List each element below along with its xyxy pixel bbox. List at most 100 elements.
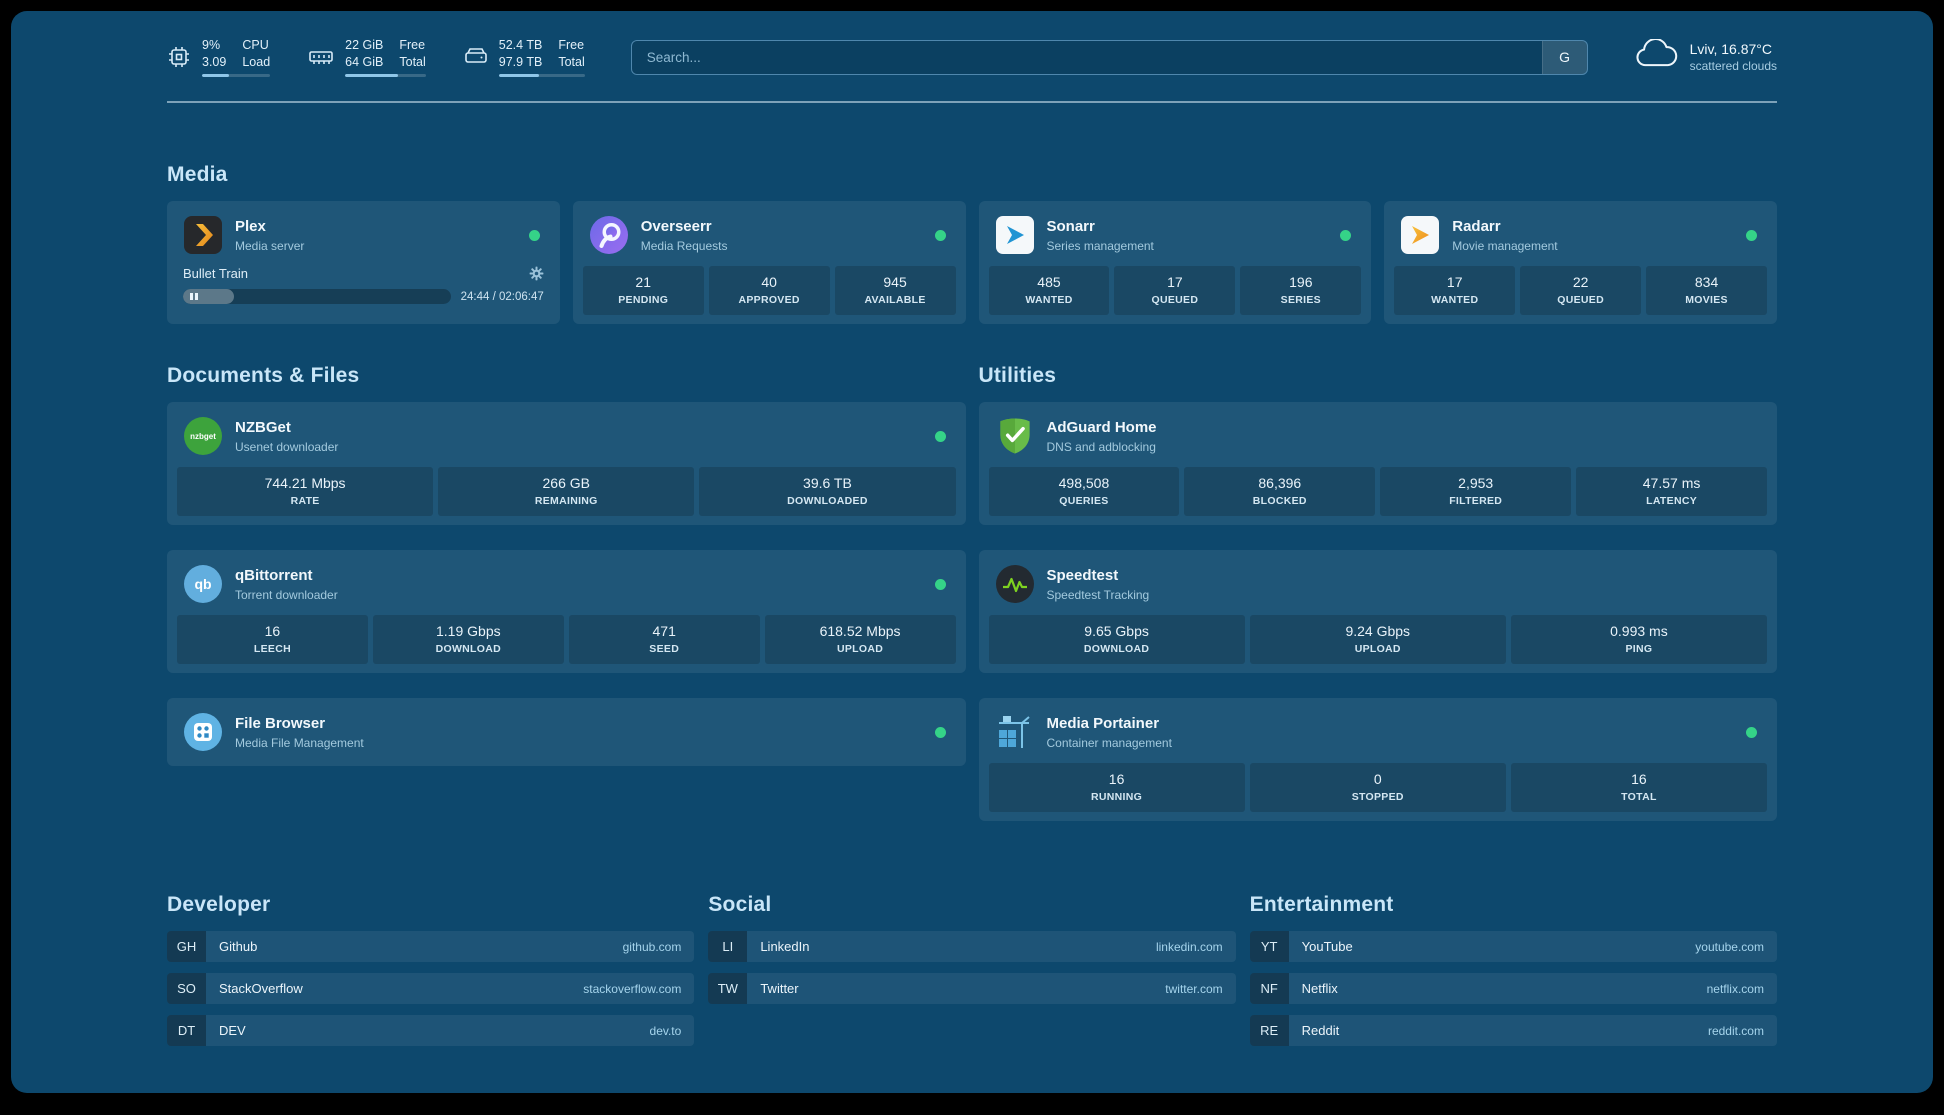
qbittorrent-description: Torrent downloader [235,587,338,602]
stat-label: UPLOAD [1354,643,1401,655]
stat-value: 266 GB [542,475,590,491]
gear-icon[interactable] [529,266,544,281]
cpu-label-2: Load [242,54,271,69]
media-grid: Plex Media server Bullet Train [167,201,1777,324]
stat-label: LATENCY [1646,495,1698,507]
stat-label: WANTED [1025,294,1073,306]
bookmark-youtube[interactable]: YT YouTube youtube.com [1249,931,1777,962]
portainer-header: Media Portainer Container management [989,707,1768,763]
bookmark-reddit[interactable]: RE Reddit reddit.com [1249,1015,1777,1046]
stat-label: MOVIES [1685,294,1728,306]
plex-status-dot [528,229,540,241]
bookmark-abbr: RE [1249,1015,1289,1046]
service-card-sonarr[interactable]: Sonarr Series management 485 WANTED 17 Q… [978,201,1372,324]
stat-value: 39.6 TB [803,475,852,491]
overseerr-meta: Overseerr Media Requests [641,218,728,253]
stat-queued: 22 QUEUED [1520,266,1642,315]
stat-seed: 471 SEED [568,615,760,664]
service-card-nzbget[interactable]: nzbget NZBGet Usenet downloader 744.21 M… [167,402,966,525]
stat-label: RUNNING [1091,791,1143,803]
stat-value: 744.21 Mbps [264,475,346,491]
service-card-overseerr[interactable]: Overseerr Media Requests 21 PENDING 40 A… [572,201,966,324]
playback-progress-bar[interactable] [183,289,451,304]
bookmark-netflix[interactable]: NF Netflix netflix.com [1249,973,1777,1004]
bookmark-group-social: Social LI LinkedIn linkedin.com TW Twitt… [708,893,1236,1057]
social-group-title: Social [708,893,772,916]
cpu-load-value: 3.09 [202,54,227,69]
filebrowser-name: File Browser [235,714,326,732]
filebrowser-icon [183,712,223,752]
media-section-title: Media [167,163,228,186]
nzbget-stats: 744.21 Mbps RATE 266 GB REMAINING 39.6 T… [177,467,956,516]
plex-name: Plex [235,217,266,235]
search-input[interactable] [631,40,1542,74]
now-playing-title: Bullet Train [183,266,249,281]
adguard-header: AdGuard Home DNS and adblocking [989,411,1768,467]
stat-running: 16 RUNNING [988,763,1245,812]
filebrowser-meta: File Browser Media File Management [235,715,364,750]
memory-total-value: 64 GiB [345,54,384,69]
stat-label: STOPPED [1351,791,1404,803]
top-bar: 9% 3.09 CPU Load [167,37,1777,77]
utilities-column: Utilities AdGuard Home DNS and adblockin… [978,364,1777,821]
disk-icon [464,45,488,69]
qbittorrent-icon: qb [183,564,223,604]
overseerr-header: Overseerr Media Requests [583,210,956,266]
adguard-name: AdGuard Home [1046,418,1157,436]
stat-download: 9.65 Gbps DOWNLOAD [988,615,1245,664]
stat-value: 40 [761,274,777,290]
overseerr-stats: 21 PENDING 40 APPROVED 945 AVAILABLE [582,266,956,315]
bookmark-linkedin[interactable]: LI LinkedIn linkedin.com [708,931,1236,962]
service-card-qbittorrent[interactable]: qb qBittorrent Torrent downloader 16 LEE… [167,550,966,673]
adguard-description: DNS and adblocking [1046,439,1156,454]
bookmark-url: dev.to [649,1023,682,1038]
plex-description: Media server [235,238,305,253]
service-card-plex[interactable]: Plex Media server Bullet Train [167,201,560,324]
qbittorrent-meta: qBittorrent Torrent downloader [235,567,338,602]
bookmark-dev[interactable]: DT DEV dev.to [167,1015,695,1046]
bookmark-stackoverflow[interactable]: SO StackOverflow stackoverflow.com [167,973,695,1004]
disk-progress-fill [498,74,540,77]
service-card-speedtest[interactable]: Speedtest Speedtest Tracking 9.65 Gbps D… [978,550,1777,673]
stat-label: DOWNLOAD [1083,643,1150,655]
documents-section-title: Documents & Files [167,364,360,387]
bookmark-abbr: DT [167,1015,206,1046]
nzbget-name: NZBGet [235,418,291,436]
stat-label: QUEUED [1151,294,1199,306]
bookmark-name: Netflix [1301,981,1338,996]
memory-widget: 22 GiB 64 GiB Free Total [308,37,426,77]
cpu-readout: 9% 3.09 CPU Load [202,37,271,77]
stat-upload: 618.52 Mbps UPLOAD [764,615,956,664]
bookmark-twitter[interactable]: TW Twitter twitter.com [708,973,1236,1004]
stat-value: 16 [1631,771,1647,787]
stat-movies: 834 MOVIES [1646,266,1768,315]
nzbget-status-dot [934,430,946,442]
service-card-portainer[interactable]: Media Portainer Container management 16 … [978,698,1777,821]
service-card-filebrowser[interactable]: File Browser Media File Management [167,698,966,766]
service-card-radarr[interactable]: Radarr Movie management 17 WANTED 22 QUE… [1384,201,1777,324]
cloud-icon [1634,37,1678,76]
nzbget-description: Usenet downloader [235,439,339,454]
qbittorrent-stats: 16 LEECH 1.19 Gbps DOWNLOAD 471 SEED 618… [177,615,956,664]
speedtest-description: Speedtest Tracking [1046,587,1150,602]
stat-label: WANTED [1431,294,1479,306]
nzbget-meta: NZBGet Usenet downloader [235,419,338,454]
stat-value: 86,396 [1258,475,1302,491]
weather-condition: scattered clouds [1689,59,1777,73]
radarr-description: Movie management [1452,238,1558,253]
bookmark-name: Reddit [1301,1023,1340,1038]
pause-icon[interactable] [190,293,198,300]
overseerr-name: Overseerr [640,217,712,235]
stat-value: 945 [883,274,907,290]
bookmark-github[interactable]: GH Github github.com [167,931,695,962]
stat-queued: 17 QUEUED [1114,266,1236,315]
disk-readout: 52.4 TB 97.9 TB Free Total [498,37,585,77]
service-card-adguard[interactable]: AdGuard Home DNS and adblocking 498,508 … [978,402,1777,525]
stat-wanted: 485 WANTED [988,266,1110,315]
bookmark-url: github.com [622,939,682,954]
bookmark-name: YouTube [1301,939,1353,954]
search-provider-button[interactable]: G [1541,40,1587,74]
weather-text: Lviv, 16.87°C scattered clouds [1690,41,1777,73]
portainer-meta: Media Portainer Container management [1047,715,1172,750]
portainer-description: Container management [1046,735,1172,750]
